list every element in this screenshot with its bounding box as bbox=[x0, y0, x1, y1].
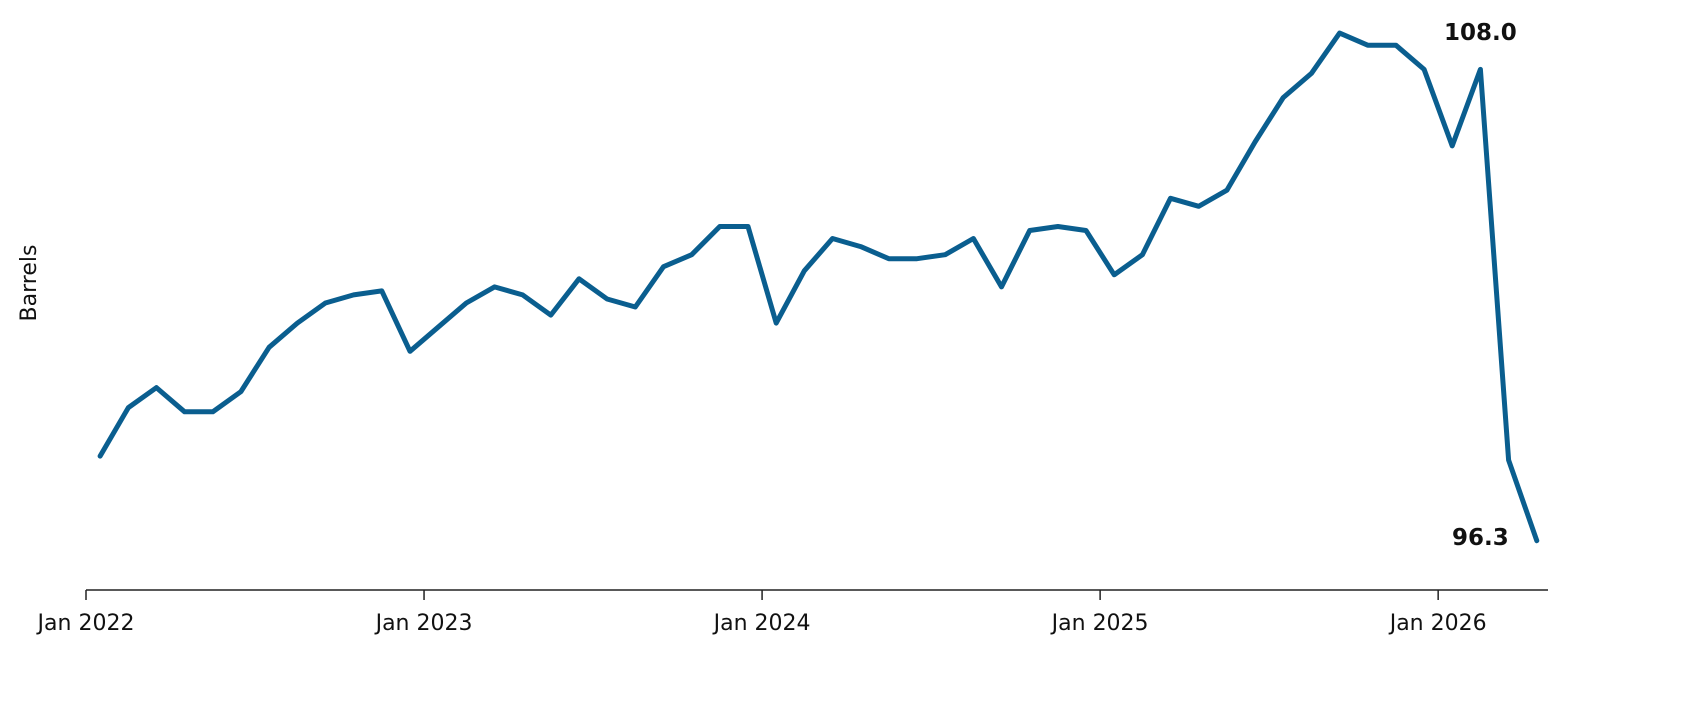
value-label: 96.3 bbox=[1452, 525, 1509, 551]
x-tick-label: Jan 2024 bbox=[712, 611, 811, 636]
x-tick-label: Jan 2022 bbox=[36, 611, 135, 636]
x-tick-label: Jan 2023 bbox=[374, 611, 473, 636]
x-tick-label: Jan 2025 bbox=[1050, 611, 1149, 636]
y-axis-label: Barrels bbox=[17, 245, 42, 322]
line bbox=[97, 30, 1540, 544]
value-label: 108.0 bbox=[1444, 20, 1517, 46]
x-tick-label: Jan 2026 bbox=[1388, 611, 1487, 636]
